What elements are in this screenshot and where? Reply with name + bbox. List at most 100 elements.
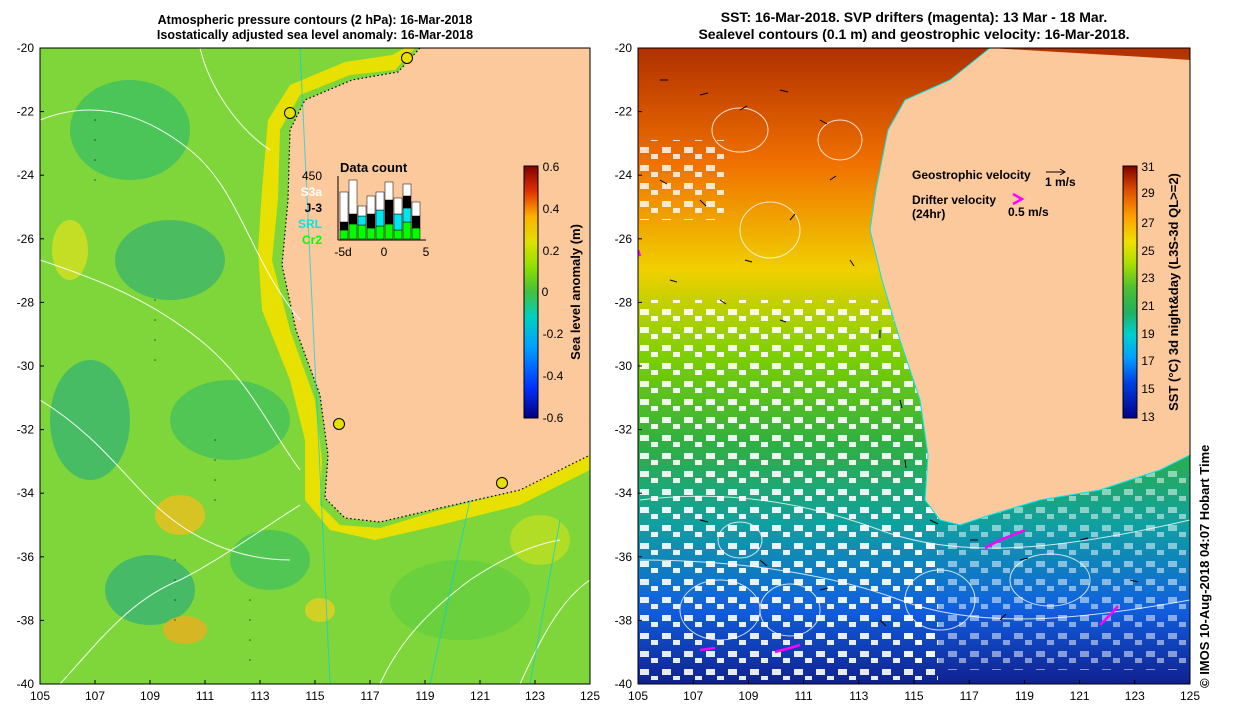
right-xtick-label: 121 xyxy=(1070,689,1090,703)
right-panel-title: SST: 16-Mar-2018. SVP drifters (magenta)… xyxy=(638,9,1190,43)
sat-label-s3a: S3a xyxy=(301,185,323,199)
left-ytick-label: -20 xyxy=(17,41,35,55)
data-count-inset: Data count 450 S3a J-3 SRL Cr2 -5d 0 5 xyxy=(298,160,430,259)
left-ytick-label: -40 xyxy=(17,677,35,691)
sla-map xyxy=(40,48,590,684)
right-ytick-label: -22 xyxy=(615,105,633,119)
left-xtick-label: 119 xyxy=(415,689,434,703)
right-title-line1: SST: 16-Mar-2018. SVP drifters (magenta)… xyxy=(720,9,1108,25)
sst-colorbar-label: SST (°C) 3d night&day (L3S-3d QL>=2) xyxy=(1166,173,1181,411)
right-ytick-label: -40 xyxy=(615,677,633,691)
sealevel-contours xyxy=(639,107,1190,641)
sla-coast-band xyxy=(258,48,590,540)
sla-tick-m0.4: -0.4 xyxy=(543,369,564,383)
imos-credit: © IMOS 10-Aug-2018 04:07 Hobart Time xyxy=(1197,444,1212,688)
right-xtick-label: 109 xyxy=(738,689,758,703)
drifter-label-line1: Drifter velocity xyxy=(912,193,996,207)
sat-label-srl: SRL xyxy=(298,217,322,231)
sst-tick-17: 17 xyxy=(1141,354,1155,368)
drifter-label-line2: (24hr) xyxy=(912,207,945,221)
left-title-line1: Atmospheric pressure contours (2 hPa): 1… xyxy=(157,13,473,27)
sst-tick-21: 21 xyxy=(1141,299,1155,313)
right-ytick-label: -38 xyxy=(615,613,633,627)
land-right xyxy=(870,48,1190,525)
sla-tick-0.4: 0.4 xyxy=(543,202,560,216)
right-ytick-label: -28 xyxy=(615,295,633,309)
geostrophic-label: Geostrophic velocity xyxy=(912,168,1031,182)
left-xtick-label: 115 xyxy=(305,689,324,703)
left-ytick-label: -30 xyxy=(17,359,35,373)
inset-xtick-5: 5 xyxy=(423,245,430,259)
right-xtick-label: 105 xyxy=(628,689,648,703)
right-xtick-label: 123 xyxy=(1125,689,1145,703)
sla-tick-0.2: 0.2 xyxy=(543,244,560,258)
tide-gauges xyxy=(284,52,508,489)
sst-tick-25: 25 xyxy=(1141,244,1155,258)
cloud-mask xyxy=(638,300,938,680)
right-ytick-label: -20 xyxy=(615,41,633,55)
sat-label-cr2: Cr2 xyxy=(302,233,322,247)
sla-tick-m0.2: -0.2 xyxy=(543,327,564,341)
geostrophic-scale: 1 m/s xyxy=(1045,175,1076,189)
left-panel-title: Atmospheric pressure contours (2 hPa): 1… xyxy=(40,13,590,43)
inset-title: Data count xyxy=(340,160,408,175)
coast-dotted-left xyxy=(281,48,590,523)
left-xtick-label: 117 xyxy=(360,689,379,703)
left-xtick-label: 105 xyxy=(30,689,50,703)
right-ytick-label: -26 xyxy=(615,232,633,246)
left-ytick-label: -22 xyxy=(17,105,35,119)
left-ytick-label: -36 xyxy=(17,550,35,564)
right-ytick-label: -30 xyxy=(615,359,633,373)
sla-tick-0: 0 xyxy=(542,285,549,299)
sst-tick-15: 15 xyxy=(1141,382,1155,396)
velocity-legend: Geostrophic velocity 1 m/s Drifter veloc… xyxy=(912,168,1076,221)
sst-tick-29: 29 xyxy=(1141,186,1155,200)
left-ytick-label: -38 xyxy=(17,613,35,627)
left-ytick-label: -32 xyxy=(17,423,35,437)
right-xtick-label: 119 xyxy=(1015,689,1034,703)
drifter-scale-arrow xyxy=(1012,192,1025,206)
right-title-line2: Sealevel contours (0.1 m) and geostrophi… xyxy=(698,26,1130,42)
left-ytick-label: -26 xyxy=(17,232,35,246)
left-xtick-label: 125 xyxy=(580,689,600,703)
geostrophic-arrows xyxy=(659,79,1139,627)
geostrophic-arrowhead xyxy=(1059,168,1066,176)
sla-colorbar: 0.6 0.4 0.2 0 -0.2 -0.4 -0.6 Sea level a… xyxy=(523,160,583,425)
sat-label-j3: J-3 xyxy=(305,201,323,215)
left-xtick-label: 123 xyxy=(525,689,545,703)
inset-xtick-0: 0 xyxy=(381,245,388,259)
right-xtick-label: 113 xyxy=(849,689,868,703)
right-xtick-label: 107 xyxy=(683,689,703,703)
right-ytick-label: -36 xyxy=(615,550,633,564)
right-xtick-label: 125 xyxy=(1180,689,1200,703)
right-xtick-label: 117 xyxy=(960,689,979,703)
sst-tick-13: 13 xyxy=(1141,410,1155,424)
sst-tick-19: 19 xyxy=(1141,327,1155,341)
svp-drifters xyxy=(638,249,1119,654)
left-xtick-label: 121 xyxy=(470,689,490,703)
sst-tick-23: 23 xyxy=(1141,271,1155,285)
sla-colorbar-label: Sea level anomaly (m) xyxy=(568,224,583,360)
left-ytick-label: -24 xyxy=(17,168,35,182)
left-xtick-label: 109 xyxy=(140,689,160,703)
left-ytick-label: -34 xyxy=(17,486,35,500)
sla-tick-m0.6: -0.6 xyxy=(543,411,564,425)
drifter-scale: 0.5 m/s xyxy=(1008,205,1049,219)
left-title-line2: Isostatically adjusted sea level anomaly… xyxy=(156,28,474,42)
track-dots xyxy=(94,119,251,661)
sst-tick-31: 31 xyxy=(1141,160,1155,174)
sla-tick-0.6: 0.6 xyxy=(543,160,560,174)
left-xtick-label: 107 xyxy=(85,689,105,703)
coast-cyan-right xyxy=(869,48,1190,526)
sst-tick-27: 27 xyxy=(1141,216,1155,230)
sla-anomaly-blobs xyxy=(50,80,570,644)
inset-xtick-m5: -5d xyxy=(334,245,351,259)
altimeter-tracks xyxy=(299,48,561,684)
right-ytick-label: -34 xyxy=(615,486,633,500)
left-xtick-label: 113 xyxy=(250,689,269,703)
right-ytick-label: -32 xyxy=(615,423,633,437)
inset-bars xyxy=(339,179,421,240)
inset-count: 450 xyxy=(302,169,322,183)
